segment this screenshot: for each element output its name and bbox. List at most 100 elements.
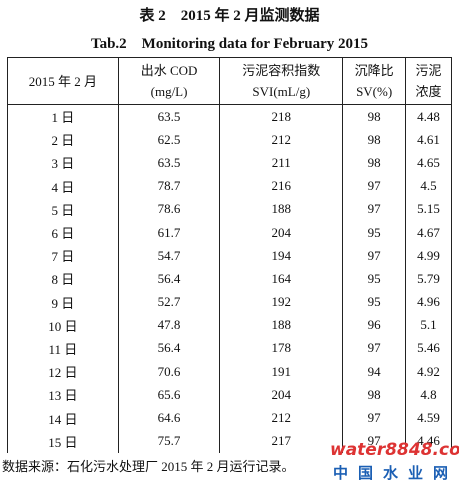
table-cell: 47.8 xyxy=(117,313,221,337)
table-cell: 188 xyxy=(219,197,344,221)
table-cell: 15 日 xyxy=(7,429,119,453)
data-table: 2015 年 2 月 出水 COD (mg/L) 污泥容积指数 SVI(mL/g) 沉降比… xyxy=(7,57,452,453)
header-line: SV(%) xyxy=(356,84,393,99)
table-cell: 54.7 xyxy=(117,244,221,268)
table-cell: 7 日 xyxy=(7,244,119,268)
header-line: 2015 年 2 月 xyxy=(28,73,97,89)
table-cell: 188 xyxy=(219,313,344,337)
table-cell: 4.46 xyxy=(405,429,452,453)
table-cell: 212 xyxy=(219,406,344,430)
table-row: 8 日 56.4 164 95 5.79 xyxy=(7,267,452,291)
header-line: (mg/L) xyxy=(150,84,188,99)
table-cell: 12 日 xyxy=(7,360,119,384)
table-cell: 96 xyxy=(342,313,407,337)
table-header: 2015 年 2 月 出水 COD (mg/L) 污泥容积指数 SVI(mL/g) 沉降比… xyxy=(7,57,452,105)
watermark-site: water8848.com xyxy=(330,440,459,460)
table-cell: 5.79 xyxy=(405,267,452,291)
header-cell: 2015 年 2 月 xyxy=(7,57,119,105)
table-row: 11 日 56.4 178 97 5.46 xyxy=(7,336,452,361)
table-cell: 97 xyxy=(342,336,407,361)
header-cell: 出水 COD (mg/L) xyxy=(117,57,221,105)
table-cell: 62.5 xyxy=(117,128,221,152)
table-cell: 212 xyxy=(219,128,344,152)
table-cell: 98 xyxy=(342,151,407,175)
table-cell: 211 xyxy=(219,151,344,175)
table-cell: 98 xyxy=(342,383,407,407)
table-cell: 4.5 xyxy=(405,174,452,198)
watermark-name: 中国水业网 xyxy=(333,464,459,482)
table-cell: 78.6 xyxy=(117,197,221,221)
table-cell: 4.65 xyxy=(405,151,452,175)
table-cell: 78.7 xyxy=(117,174,221,198)
table-cell: 4 日 xyxy=(7,174,119,198)
table-cell: 6 日 xyxy=(7,220,119,245)
table-row: 10 日 47.8 188 96 5.1 xyxy=(7,313,452,337)
source-note: 数据来源：石化污水处理厂 2015 年 2 月运行记录。 xyxy=(2,459,295,474)
table-cell: 217 xyxy=(219,429,344,453)
table-cell: 63.5 xyxy=(117,151,221,175)
table-cell: 65.6 xyxy=(117,383,221,407)
table-row: 7 日 54.7 194 97 4.99 xyxy=(7,244,452,268)
header-line: 出水 COD xyxy=(140,63,198,78)
table-cell: 97 xyxy=(342,244,407,268)
table-cell: 98 xyxy=(342,128,407,152)
table-cell: 97 xyxy=(342,174,407,198)
header-row: 2015 年 2 月 出水 COD (mg/L) 污泥容积指数 SVI(mL/g) 沉降比… xyxy=(7,57,452,105)
table-cell: 5 日 xyxy=(7,197,119,221)
table-cell: 56.4 xyxy=(117,336,221,361)
table-cell: 5.46 xyxy=(405,336,452,361)
table-cell: 216 xyxy=(219,174,344,198)
table-cell: 178 xyxy=(219,336,344,361)
table-cell: 192 xyxy=(219,290,344,314)
table-cell: 164 xyxy=(219,267,344,291)
table-cell: 204 xyxy=(219,220,344,245)
table-cell: 4.61 xyxy=(405,128,452,152)
table-cell: 98 xyxy=(342,104,407,129)
header-cell: 沉降比 SV(%) xyxy=(342,57,407,105)
table-cell: 52.7 xyxy=(117,290,221,314)
table-cell: 5.15 xyxy=(405,197,452,221)
header-line: 污泥 xyxy=(415,63,442,78)
table-cell: 64.6 xyxy=(117,406,221,430)
table-cell: 63.5 xyxy=(117,104,221,129)
header-cell: 污泥容积指数 SVI(mL/g) xyxy=(219,57,344,105)
table-cell: 97 xyxy=(342,429,407,453)
table-cell: 191 xyxy=(219,360,344,384)
table-cell: 56.4 xyxy=(117,267,221,291)
table-cell: 95 xyxy=(342,267,407,291)
table-cell: 4.8 xyxy=(405,383,452,407)
table-cell: 4.67 xyxy=(405,220,452,245)
table-cell: 4.59 xyxy=(405,406,452,430)
table-cell: 70.6 xyxy=(117,360,221,384)
table-cell: 2 日 xyxy=(7,128,119,152)
table-row: 15 日 75.7 217 97 4.46 xyxy=(7,429,452,453)
table-cell: 14 日 xyxy=(7,406,119,430)
table-title: 表 2 2015 年 2 月监测数据 xyxy=(139,8,320,24)
table-cell: 75.7 xyxy=(117,429,221,453)
table-row: 3 日 63.5 211 98 4.65 xyxy=(7,151,452,175)
table-row: 6 日 61.7 204 95 4.67 xyxy=(7,220,452,245)
table-row: 4 日 78.7 216 97 4.5 xyxy=(7,174,452,198)
table-subtitle: Tab.2 Monitoring data for February 2015 xyxy=(90,36,369,52)
header-line: 沉降比 xyxy=(354,63,394,78)
table-cell: 4.48 xyxy=(405,104,452,129)
table-row: 9 日 52.7 192 95 4.96 xyxy=(7,290,452,314)
header-line: SVI(mL/g) xyxy=(252,84,311,99)
table-cell: 95 xyxy=(342,220,407,245)
table-cell: 5.1 xyxy=(405,313,452,337)
table-cell: 194 xyxy=(219,244,344,268)
table-cell: 95 xyxy=(342,290,407,314)
table-cell: 4.99 xyxy=(405,244,452,268)
header-line: 浓度 xyxy=(415,84,442,99)
table-cell: 97 xyxy=(342,197,407,221)
table-cell: 4.96 xyxy=(405,290,452,314)
table-cell: 11 日 xyxy=(7,336,119,361)
table-cell: 3 日 xyxy=(7,151,119,175)
table-cell: 4.92 xyxy=(405,360,452,384)
table-cell: 9 日 xyxy=(7,290,119,314)
table-row: 13 日 65.6 204 98 4.8 xyxy=(7,383,452,407)
table-cell: 61.7 xyxy=(117,220,221,245)
table-cell: 8 日 xyxy=(7,267,119,291)
table-cell: 97 xyxy=(342,406,407,430)
